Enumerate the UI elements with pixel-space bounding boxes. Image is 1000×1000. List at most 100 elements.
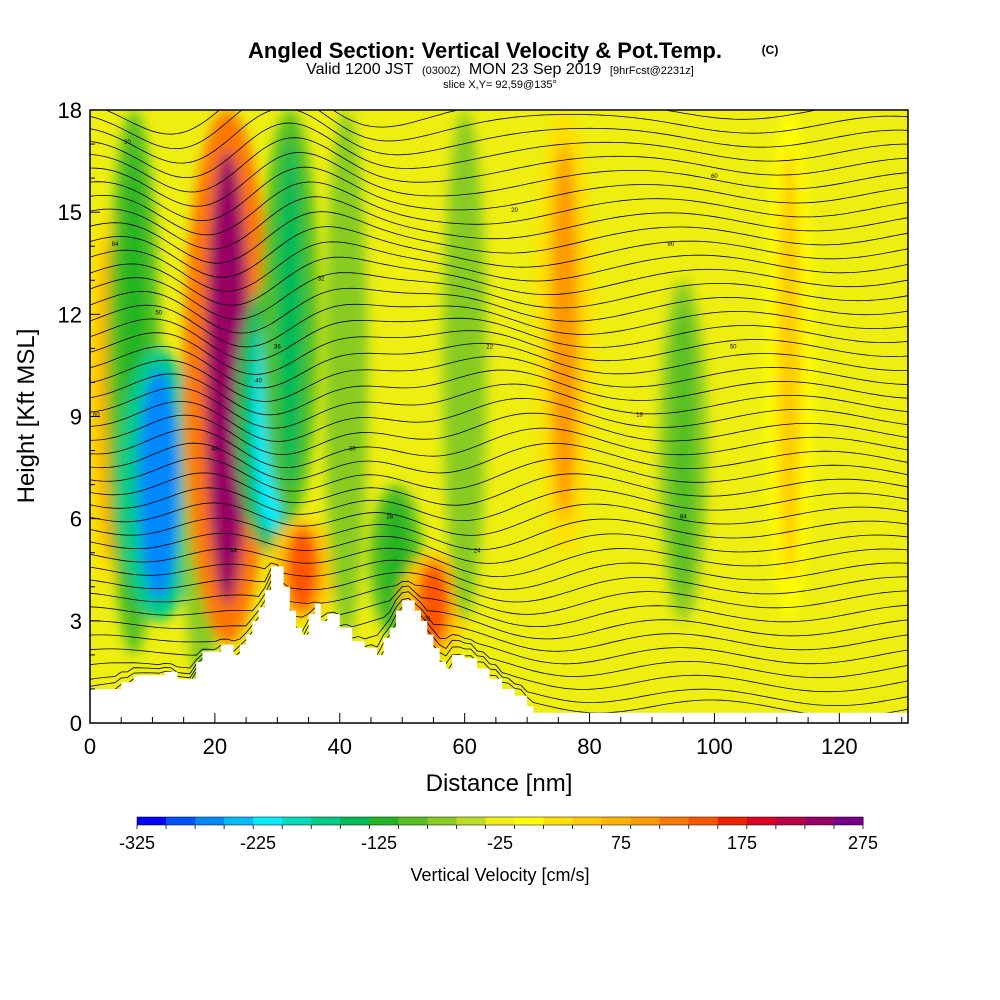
theta-contour-line xyxy=(104,110,819,135)
theta-contour-line xyxy=(90,110,908,164)
theta-contour-line xyxy=(90,487,908,522)
theta-contour-line xyxy=(90,586,908,640)
colorbar-swatch xyxy=(253,817,283,825)
colorbar-swatch xyxy=(195,817,225,825)
colorbar-swatch xyxy=(833,817,864,825)
colorbar-swatch xyxy=(514,817,545,825)
theta-contour-line xyxy=(90,457,908,492)
contour-label: 84 xyxy=(112,242,119,248)
theta-contour-line xyxy=(90,472,908,506)
colorbar-tick-label: -225 xyxy=(240,833,276,853)
colorbar-swatch xyxy=(369,817,399,825)
valid-time-line: Valid 1200 JST (0300Z) MON 23 Sep 2019 [… xyxy=(306,61,694,78)
theta-contour-line xyxy=(90,287,908,334)
x-axis: 0 20 40 60 80 100 120 xyxy=(84,713,903,759)
theta-contour-line xyxy=(90,547,908,578)
contour-label: 32 xyxy=(318,276,325,282)
terrain-mask xyxy=(90,566,908,723)
velocity-feature-core xyxy=(285,526,320,614)
theta-contour-line xyxy=(90,342,908,389)
theta-contour-line xyxy=(90,241,908,292)
theta-contour-line xyxy=(90,330,908,375)
colorbar-swatch xyxy=(630,817,661,825)
theta-contour-line xyxy=(90,532,908,564)
colorbar-swatch xyxy=(224,817,254,825)
colorbar-swatch xyxy=(282,817,312,825)
colorbar-swatch xyxy=(659,817,690,825)
theta-contour-line xyxy=(90,397,908,442)
y-tick-label: 12 xyxy=(58,302,82,327)
colorbar-swatch xyxy=(717,817,748,825)
colorbar-swatch xyxy=(311,817,341,825)
theta-contour-line xyxy=(90,502,908,536)
contour-label: 84 xyxy=(680,515,687,521)
colorbar-tick-label: 75 xyxy=(611,833,631,853)
colorbar-swatch xyxy=(688,817,719,825)
contour-label: 90 xyxy=(124,140,131,146)
colorbar-swatch xyxy=(485,817,516,825)
theta-contour-line xyxy=(90,574,908,615)
theta-contour-line xyxy=(90,211,908,264)
contour-label: 50 xyxy=(155,310,162,316)
velocity-feature-core xyxy=(275,140,305,489)
contour-label: 26 xyxy=(424,617,431,623)
y-tick-label: 15 xyxy=(58,200,82,225)
colorbar-frame xyxy=(136,816,864,826)
colorbar-swatch xyxy=(456,817,486,825)
contour-label: 22 xyxy=(486,344,493,350)
contour-label: 48 xyxy=(212,447,219,453)
potential-temperature-contours xyxy=(90,110,908,718)
colorbar-tick-label: -125 xyxy=(361,833,397,853)
colorbar-swatch xyxy=(398,817,428,825)
theta-contour-line xyxy=(90,580,908,627)
theta-contour-line xyxy=(90,427,908,469)
theta-contour-line xyxy=(90,196,908,250)
theta-contour-line xyxy=(90,442,908,481)
theta-contour-line xyxy=(90,226,908,278)
contour-label: 28 xyxy=(386,515,393,521)
colorbar-swatch xyxy=(543,817,574,825)
colorbar-swatch xyxy=(166,817,196,825)
y-tick-label: 0 xyxy=(70,711,82,736)
theta-contour-line xyxy=(90,181,908,236)
theta-contour-line xyxy=(90,303,908,348)
theta-contour-line xyxy=(90,412,908,456)
contour-label: 18 xyxy=(636,413,643,419)
theta-contour-line xyxy=(90,568,908,603)
contour-label: 20 xyxy=(511,208,518,214)
theta-contour-line xyxy=(90,110,908,150)
x-axis-label: Distance [nm] xyxy=(426,770,573,797)
colorbar-swatch xyxy=(340,817,370,825)
contour-label: 60 xyxy=(711,174,718,180)
contour-labels: 90 84 60 50 48 44 40 36 32 30 28 26 24 22 20 18 90 84 60 50 xyxy=(93,140,737,623)
chart-title: Angled Section: Vertical Velocity & Pot.… xyxy=(248,38,722,63)
colorbar-tick-label: -25 xyxy=(487,833,513,853)
x-tick-label: 100 xyxy=(696,734,733,759)
colorbar: -325 -225 -125 -25 75 175 275 xyxy=(119,816,878,853)
colorbar-tick-label: -325 xyxy=(119,833,155,853)
theta-contour-line xyxy=(90,369,908,416)
theta-contour-line xyxy=(90,122,908,178)
colorbar-swatch xyxy=(804,817,835,825)
y-tick-label: 18 xyxy=(58,98,82,123)
contour-label: 90 xyxy=(667,242,674,248)
velocity-feature-core xyxy=(550,143,580,520)
colorbar-swatch xyxy=(427,817,457,825)
x-tick-label: 20 xyxy=(203,734,227,759)
contour-label: 50 xyxy=(730,344,737,350)
theta-contour-line xyxy=(90,559,908,590)
contour-label: 44 xyxy=(230,549,237,555)
colorbar-swatch xyxy=(137,817,167,825)
colorbar-tick-label: 275 xyxy=(848,833,878,853)
x-tick-label: 0 xyxy=(84,734,96,759)
colorbar-swatch xyxy=(775,817,806,825)
contour-label: 24 xyxy=(474,549,481,555)
theta-contour-line xyxy=(90,272,908,320)
y-tick-label: 6 xyxy=(70,507,82,532)
colorbar-swatch xyxy=(601,817,632,825)
theta-contour-line xyxy=(90,593,908,652)
theta-contour-line xyxy=(90,152,908,207)
colorbar-label: Vertical Velocity [cm/s] xyxy=(410,865,589,885)
theta-contour-line xyxy=(90,517,908,550)
